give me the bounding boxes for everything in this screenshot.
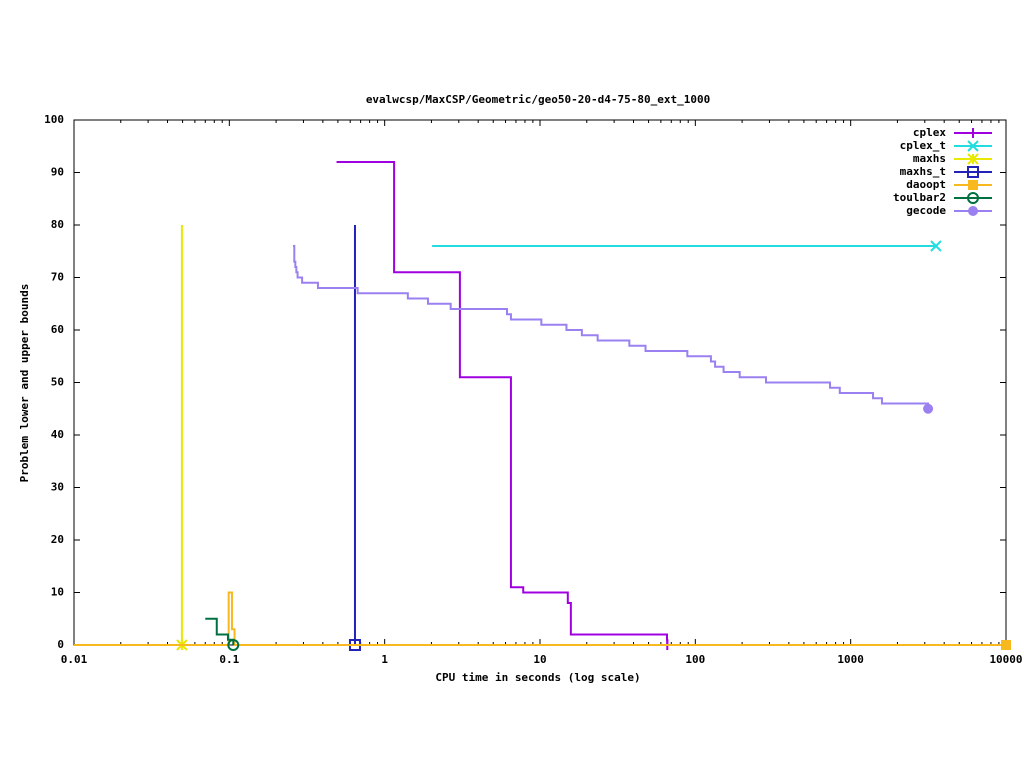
legend-label: daoopt [906, 178, 946, 191]
x-tick-label: 1000 [837, 653, 864, 666]
y-tick-label: 90 [51, 166, 64, 179]
x-tick-label: 100 [685, 653, 705, 666]
y-tick-label: 100 [44, 113, 64, 126]
x-tick-label: 10000 [989, 653, 1022, 666]
series-marker [227, 639, 240, 651]
y-axis-label: Problem lower and upper bounds [18, 284, 31, 483]
x-tick-label: 10 [533, 653, 546, 666]
y-tick-label: 20 [51, 533, 64, 546]
legend-label: gecode [906, 204, 946, 217]
y-tick-label: 40 [51, 428, 64, 441]
legend-label: cplex [913, 126, 946, 139]
legend-marker [967, 192, 979, 204]
x-tick-label: 0.01 [61, 653, 88, 666]
legend-marker [967, 140, 979, 152]
y-tick-label: 30 [51, 481, 64, 494]
legend-label: maxhs [913, 152, 946, 165]
series-marker [923, 403, 934, 414]
legend-marker [968, 206, 978, 216]
plot-frame [73, 119, 1007, 646]
legend-marker [967, 153, 979, 165]
series-marker [930, 240, 942, 252]
series-marker [1001, 640, 1011, 650]
y-tick-label: 50 [51, 376, 64, 389]
legend-label: maxhs_t [900, 165, 946, 178]
y-tick-label: 60 [51, 323, 64, 336]
y-tick-label: 80 [51, 218, 64, 231]
legend-marker [968, 128, 978, 138]
legend-label: cplex_t [900, 139, 946, 152]
legend-marker [968, 180, 978, 190]
x-tick-label: 1 [381, 653, 388, 666]
series-line [293, 245, 930, 409]
y-tick-label: 10 [51, 586, 64, 599]
chart-title: evalwcsp/MaxCSP/Geometric/geo50-20-d4-75… [366, 93, 710, 106]
series-line [336, 161, 669, 645]
legend-marker [967, 166, 979, 178]
x-axis-label: CPU time in seconds (log scale) [435, 671, 640, 684]
x-tick-label: 0.1 [219, 653, 239, 666]
y-tick-label: 0 [57, 638, 64, 651]
series-line [74, 591, 1006, 646]
legend-label: toulbar2 [893, 191, 946, 204]
y-tick-label: 70 [51, 271, 64, 284]
